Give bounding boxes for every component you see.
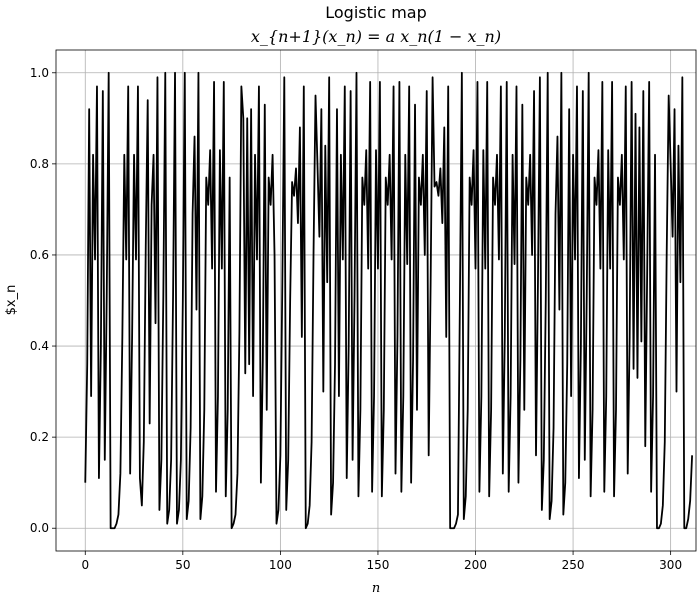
x-tick-label: 0 — [81, 558, 89, 572]
grid — [56, 50, 696, 551]
y-tick-label: 0.6 — [30, 248, 49, 262]
x-tick-label: 50 — [175, 558, 190, 572]
x-tick-label: 250 — [562, 558, 585, 572]
y-tick-label: 0.8 — [30, 157, 49, 171]
series-line — [84, 71, 693, 530]
axis-ticks: 0 50 100 150 200 250 300 0.0 0.2 0.4 0.6 0.8 1.0 — [30, 66, 682, 572]
x-tick-label: 300 — [659, 558, 682, 572]
y-axis-label: $x_n — [4, 285, 19, 316]
chart-subtitle: x_{n+1}(x_n) = a x_n(1 − x_n) — [251, 27, 501, 46]
x-tick-label: 150 — [366, 558, 389, 572]
y-tick-label: 0.2 — [30, 430, 49, 444]
y-tick-label: 1.0 — [30, 66, 49, 80]
chart-title: Logistic map — [325, 3, 427, 22]
axes-frame — [55, 49, 697, 552]
y-tick-label: 0.4 — [30, 339, 49, 353]
x-axis-label: n — [372, 581, 380, 596]
plot-area — [84, 71, 693, 530]
x-tick-label: 100 — [269, 558, 292, 572]
x-tick-label: 200 — [464, 558, 487, 572]
y-tick-label: 0.0 — [30, 521, 49, 535]
